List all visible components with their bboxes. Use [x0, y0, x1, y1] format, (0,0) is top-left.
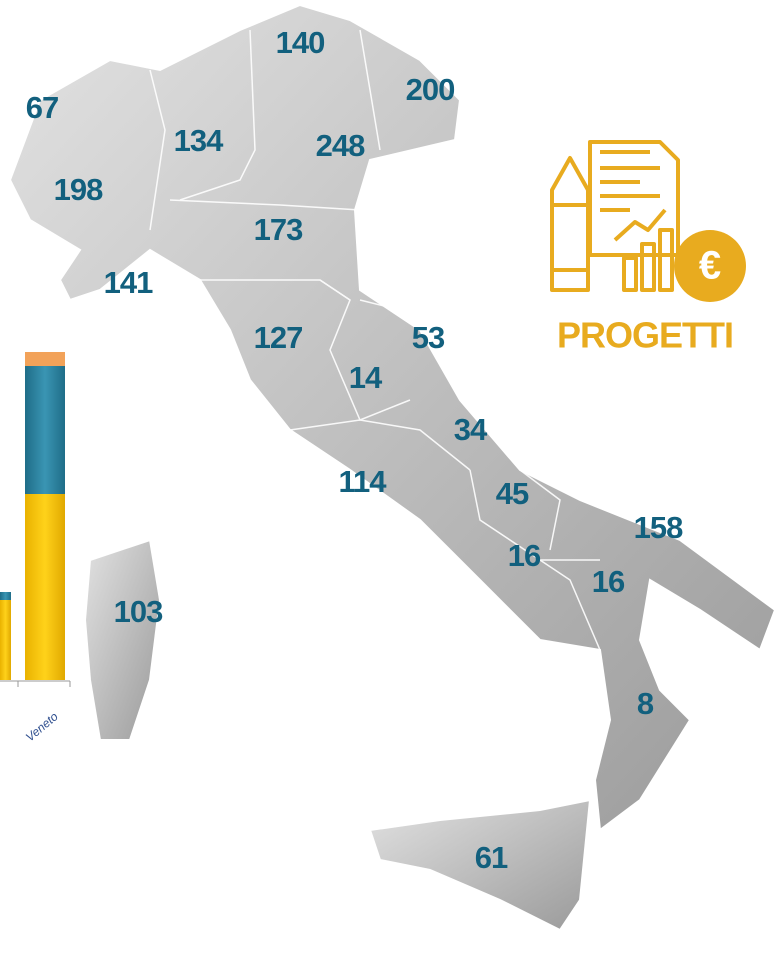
bar-segment	[25, 366, 65, 494]
region-value: 16	[592, 564, 625, 599]
bar-segment	[25, 352, 65, 366]
sicily	[368, 798, 592, 932]
region-value: 45	[496, 476, 529, 511]
bar-segment	[0, 592, 11, 600]
region-value: 248	[316, 128, 365, 163]
region-value: 127	[254, 320, 303, 355]
region-value: 53	[412, 320, 445, 355]
italy	[8, 3, 775, 932]
region-value: 67	[26, 90, 58, 125]
region-value: 198	[54, 172, 103, 207]
region-value: 158	[634, 510, 683, 545]
region-value: 114	[338, 464, 387, 499]
region-value: 140	[276, 25, 325, 60]
inset-chart: Veneto	[0, 352, 71, 744]
badge-label: PROGETTI	[557, 315, 733, 356]
region-borders	[149, 29, 601, 651]
bar-segment	[0, 600, 11, 680]
region-value: 103	[114, 594, 163, 629]
bar-segment	[25, 494, 65, 680]
svg-text:€: €	[699, 244, 721, 288]
mainland	[8, 3, 775, 832]
projects-icon: €	[550, 140, 746, 302]
region-value: 141	[104, 265, 153, 300]
region-value: 14	[349, 360, 383, 395]
region-value: 61	[475, 840, 508, 875]
region-value: 134	[174, 123, 224, 158]
region-value: 8	[637, 686, 654, 721]
category-label: Veneto	[23, 709, 61, 744]
region-value: 34	[454, 412, 488, 447]
region-value: 16	[508, 538, 541, 573]
region-value: 200	[406, 72, 455, 107]
region-value: 173	[254, 212, 303, 247]
sardinia	[83, 538, 162, 741]
